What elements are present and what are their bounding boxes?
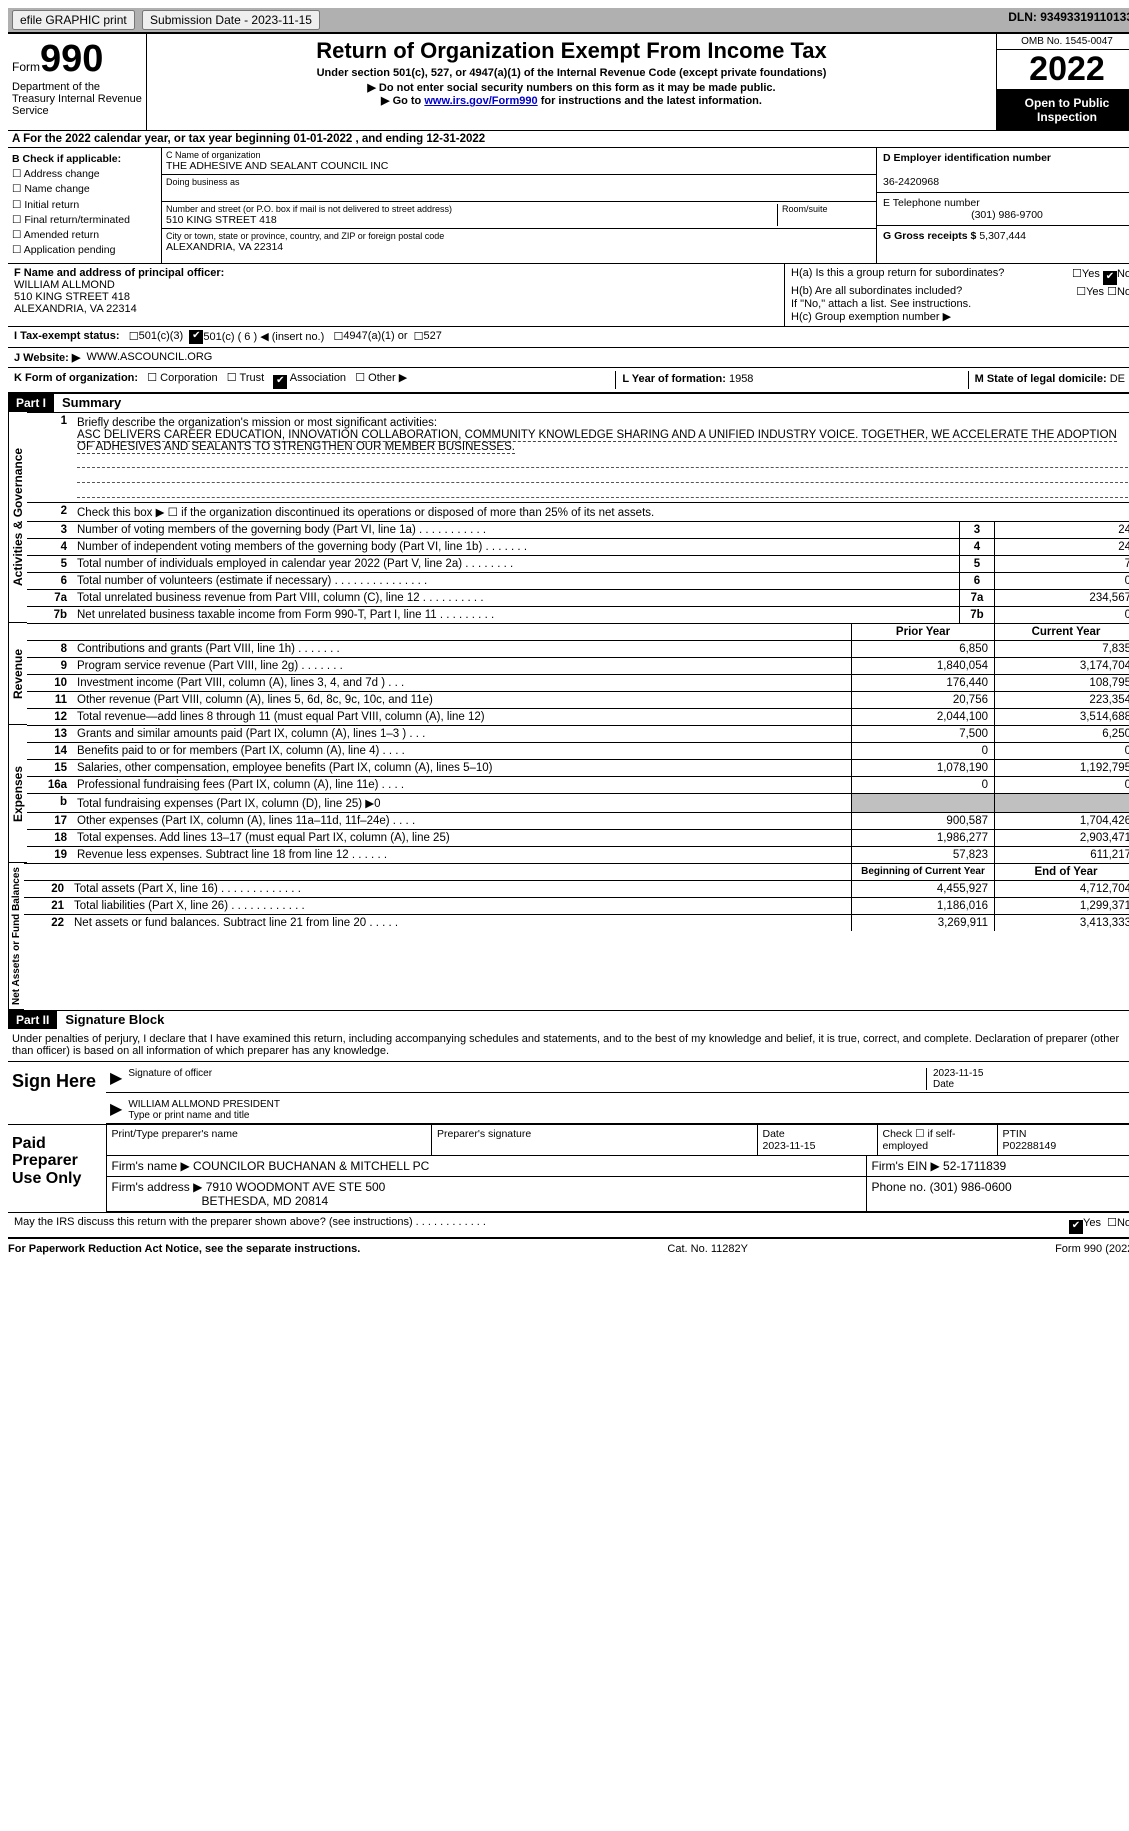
- 501c-checkbox[interactable]: ✔: [189, 330, 203, 344]
- summary-row-20: 20 Total assets (Part X, line 16) . . . …: [24, 880, 1129, 897]
- ha-no-checkbox[interactable]: ✔: [1103, 271, 1117, 285]
- summary-row-5: 5 Total number of individuals employed i…: [27, 555, 1129, 572]
- gross-receipts: 5,307,444: [979, 230, 1026, 242]
- section-i: I Tax-exempt status: ☐ 501(c)(3) ✔ 501(c…: [8, 327, 1129, 348]
- summary-row-8: 8 Contributions and grants (Part VIII, l…: [27, 640, 1129, 657]
- ein: 36-2420968: [883, 176, 939, 188]
- website: WWW.ASCOUNCIL.ORG: [86, 351, 212, 364]
- topbar: efile GRAPHIC print Submission Date - 20…: [8, 8, 1129, 32]
- side-expenses: Expenses: [8, 725, 27, 863]
- summary-row-14: 14 Benefits paid to or for members (Part…: [27, 742, 1129, 759]
- omb-number: OMB No. 1545-0047: [997, 34, 1129, 50]
- summary-row-11: 11 Other revenue (Part VIII, column (A),…: [27, 691, 1129, 708]
- street-address: 510 KING STREET 418: [166, 214, 777, 226]
- assoc-checkbox[interactable]: ✔: [273, 375, 287, 389]
- period-line: A For the 2022 calendar year, or tax yea…: [8, 130, 1129, 147]
- subtitle-2: ▶ Do not enter social security numbers o…: [155, 81, 988, 94]
- section-c: C Name of organization THE ADHESIVE AND …: [161, 148, 877, 263]
- submission-date-button[interactable]: Submission Date - 2023-11-15: [142, 10, 320, 30]
- summary-row-4: 4 Number of independent voting members o…: [27, 538, 1129, 555]
- side-activities: Activities & Governance: [8, 412, 27, 623]
- part1-header: Part ISummary: [8, 394, 1129, 412]
- part2-header: Part IISignature Block: [8, 1010, 1129, 1029]
- irs-link[interactable]: www.irs.gov/Form990: [424, 95, 537, 107]
- form-number: 990: [40, 38, 103, 80]
- officer-name: WILLIAM ALLMOND PRESIDENT: [128, 1099, 280, 1110]
- open-inspection: Open to Public Inspection: [997, 90, 1129, 130]
- summary-row-9: 9 Program service revenue (Part VIII, li…: [27, 657, 1129, 674]
- section-d: D Employer identification number 36-2420…: [877, 148, 1129, 263]
- footer: For Paperwork Reduction Act Notice, see …: [8, 1239, 1129, 1255]
- summary-row-10: 10 Investment income (Part VIII, column …: [27, 674, 1129, 691]
- form-header: Form990 Department of the Treasury Inter…: [8, 32, 1129, 130]
- mission-text: ASC DELIVERS CAREER EDUCATION, INNOVATIO…: [77, 429, 1117, 454]
- section-j: J Website: ▶ WWW.ASCOUNCIL.ORG: [8, 348, 1129, 368]
- summary-row-18: 18 Total expenses. Add lines 13–17 (must…: [27, 829, 1129, 846]
- summary-row-7a: 7a Total unrelated business revenue from…: [27, 589, 1129, 606]
- section-b: B Check if applicable: ☐ Address change …: [8, 148, 161, 263]
- discuss-row: May the IRS discuss this return with the…: [8, 1212, 1129, 1239]
- subtitle-1: Under section 501(c), 527, or 4947(a)(1)…: [155, 66, 988, 81]
- summary-row-22: 22 Net assets or fund balances. Subtract…: [24, 914, 1129, 931]
- sign-here-label: Sign Here: [8, 1062, 106, 1124]
- dln: DLN: 93493319110133: [1008, 10, 1129, 30]
- paid-preparer-label: Paid Preparer Use Only: [8, 1125, 106, 1212]
- summary-row-17: 17 Other expenses (Part IX, column (A), …: [27, 812, 1129, 829]
- summary-row-7b: 7b Net unrelated business taxable income…: [27, 606, 1129, 623]
- city-address: ALEXANDRIA, VA 22314: [166, 241, 872, 253]
- summary-row-b: b Total fundraising expenses (Part IX, c…: [27, 793, 1129, 812]
- summary-row-21: 21 Total liabilities (Part X, line 26) .…: [24, 897, 1129, 914]
- summary-row-13: 13 Grants and similar amounts paid (Part…: [27, 725, 1129, 742]
- side-revenue: Revenue: [8, 623, 27, 725]
- summary-row-3: 3 Number of voting members of the govern…: [27, 521, 1129, 538]
- section-k: K Form of organization: ☐ Corporation ☐ …: [8, 368, 1129, 394]
- section-f: F Name and address of principal officer:…: [8, 264, 784, 326]
- summary-row-6: 6 Total number of volunteers (estimate i…: [27, 572, 1129, 589]
- ptin: P02288149: [1003, 1140, 1057, 1152]
- summary-row-15: 15 Salaries, other compensation, employe…: [27, 759, 1129, 776]
- firm-name: COUNCILOR BUCHANAN & MITCHELL PC: [193, 1159, 429, 1173]
- org-name: THE ADHESIVE AND SEALANT COUNCIL INC: [166, 160, 872, 172]
- dept-label: Department of the Treasury Internal Reve…: [12, 81, 142, 117]
- side-net: Net Assets or Fund Balances: [8, 863, 24, 1010]
- summary-row-19: 19 Revenue less expenses. Subtract line …: [27, 846, 1129, 863]
- summary-row-16a: 16a Professional fundraising fees (Part …: [27, 776, 1129, 793]
- telephone: (301) 986-9700: [883, 209, 1129, 221]
- declaration: Under penalties of perjury, I declare th…: [8, 1029, 1129, 1061]
- discuss-yes-checkbox[interactable]: ✔: [1069, 1220, 1083, 1234]
- summary-row-12: 12 Total revenue—add lines 8 through 11 …: [27, 708, 1129, 725]
- section-h: H(a) Is this a group return for subordin…: [784, 264, 1129, 326]
- form-title: Return of Organization Exempt From Incom…: [155, 38, 988, 64]
- tax-year: 2022: [997, 50, 1129, 90]
- form-prefix: Form: [12, 60, 40, 74]
- efile-print-button[interactable]: efile GRAPHIC print: [12, 10, 135, 30]
